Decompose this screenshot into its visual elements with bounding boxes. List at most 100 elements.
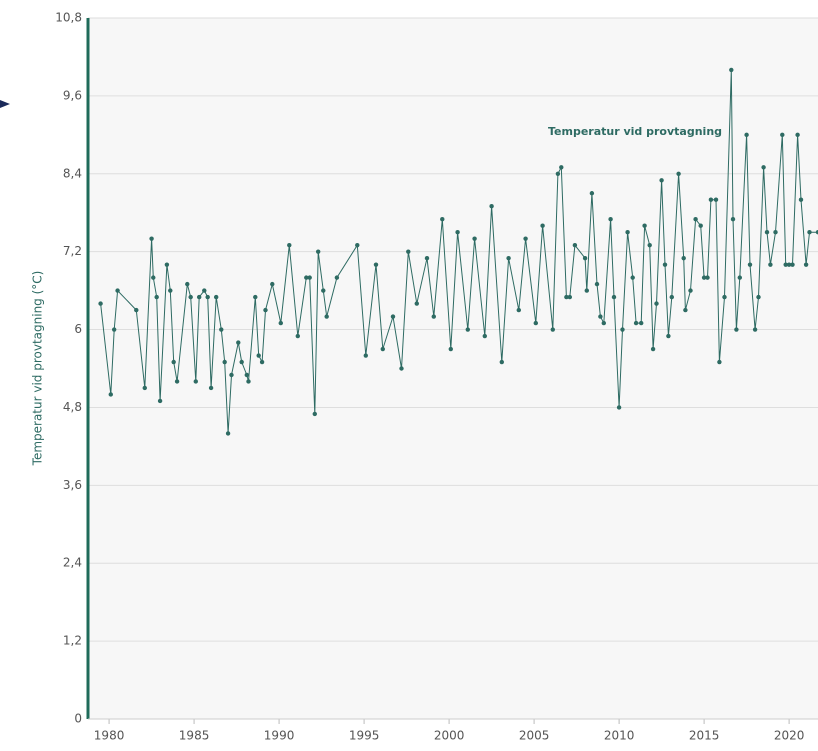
data-point [555,171,561,176]
data-point [149,236,154,241]
data-point [414,301,419,306]
data-point [448,346,453,352]
plot-area [88,18,818,719]
data-point [465,327,470,332]
data-point [174,379,180,384]
data-point [594,281,600,287]
data-point [208,385,214,391]
data-point [157,398,163,404]
y-tick-label: 8,4 [63,166,82,180]
data-point [142,385,147,391]
data-point [219,327,224,332]
data-point [650,346,656,352]
data-point [406,249,411,254]
data-point [312,411,317,417]
data-point [669,294,674,300]
data-point [98,301,103,306]
data-point [225,431,231,436]
data-point [229,372,234,378]
data-point [399,366,404,371]
data-point [253,294,258,300]
data-point [795,132,800,138]
data-point [213,294,219,300]
data-point [730,217,736,222]
data-point [134,307,139,313]
data-point [564,294,569,300]
data-point [287,242,292,248]
x-tick-label: 2005 [519,729,550,743]
data-point [111,327,117,332]
data-point [482,333,487,339]
data-point [616,405,622,410]
y-axis-label: Temperatur vid provtagning (°C) [31,271,45,467]
data-point [236,340,241,345]
data-point [744,132,749,138]
annotation: Temperatur vid provtagning [548,125,722,138]
data-point [523,236,528,241]
y-tick-label: 10,8 [55,11,82,25]
data-point [489,204,494,209]
data-point [662,262,668,267]
data-point [239,359,244,365]
data-point [324,314,329,319]
data-point [601,320,606,326]
y-tick-label: 9,6 [63,88,82,102]
y-tick-label: 7,2 [63,244,82,258]
data-point [193,379,198,384]
x-tick-label: 2015 [689,729,720,743]
data-point [638,320,644,326]
data-point [688,288,693,293]
data-point [786,262,792,267]
data-point [550,327,555,332]
data-point [764,229,770,235]
data-point [567,294,572,300]
data-point [440,217,445,222]
data-point [790,262,795,267]
data-point [659,178,664,183]
data-point [708,197,714,202]
data-point [205,294,210,300]
data-point [499,359,504,365]
data-point [516,307,521,313]
data-point [431,314,436,319]
data-point [196,294,202,300]
data-point [424,255,430,261]
data-point [815,229,818,235]
data-point [654,301,659,306]
data-point [188,294,193,300]
data-point [108,392,113,397]
data-point [598,314,603,319]
data-point [676,171,681,176]
y-tick-label: 3,6 [63,478,82,492]
data-point [222,359,227,365]
x-tick-label: 1995 [349,729,380,743]
data-point [756,294,761,300]
x-tick-label: 1980 [94,729,125,743]
data-point [582,255,588,261]
data-point [752,327,758,332]
data-point [164,262,170,267]
data-point [390,314,396,319]
data-point [713,197,719,202]
data-point [259,359,265,365]
data-point [683,307,688,313]
data-point [363,353,368,358]
x-tick-label: 2010 [604,729,635,743]
data-point [773,229,778,235]
data-point [244,372,249,378]
data-point [803,262,809,267]
data-point [798,197,804,202]
data-point [307,275,312,280]
pointer-arrow [0,100,10,108]
data-point [373,262,379,267]
data-point [620,327,625,332]
data-point [698,223,703,228]
data-point [559,165,564,170]
data-point [304,275,309,280]
x-tick-label: 1985 [179,729,210,743]
data-point [768,262,773,267]
y-tick-label: 2,4 [63,556,82,570]
x-tick-label: 2020 [774,729,805,743]
data-point [584,288,589,293]
data-point [722,294,727,300]
